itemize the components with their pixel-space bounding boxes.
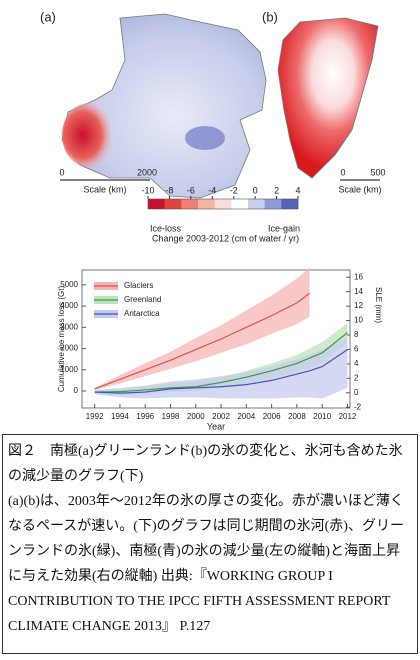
x-tick-label: 1996	[136, 412, 154, 421]
y-tick-label: 4000	[60, 301, 78, 310]
colorbar-tick-label: -6	[187, 185, 195, 195]
uncertainty-band	[94, 337, 348, 399]
caption-title: 図２ 南極(a)グリーンランド(b)の氷の変化と、氷河も含めた氷の減少量のグラフ…	[8, 444, 403, 484]
scale-label: Scale (km)	[338, 184, 381, 194]
colorbar-swatch	[198, 199, 215, 209]
x-tick-label: 2006	[263, 412, 281, 421]
y2-tick-label: 12	[354, 301, 363, 310]
series-line	[94, 292, 310, 390]
scale-tick: 2000	[137, 167, 157, 177]
colorbar-tick-label: -10	[141, 185, 154, 195]
panel-label: (b)	[262, 9, 278, 24]
y-tick-label: 1000	[60, 365, 78, 374]
x-tick-label: 2002	[212, 412, 230, 421]
x-tick-label: 1998	[162, 412, 180, 421]
legend-label: Antarctica	[124, 309, 160, 318]
series-line	[94, 349, 348, 394]
colorbar-title: Change 2003-2012 (cm of water / yr)	[152, 233, 299, 243]
x-tick-label: 2008	[288, 412, 306, 421]
y2-tick-label: 10	[354, 316, 363, 325]
x-axis-label: Year	[207, 421, 225, 431]
colorbar-tick-label: 4	[295, 185, 300, 195]
y2-tick-label: 16	[354, 272, 363, 281]
colorbar-tick-label: -4	[208, 185, 216, 195]
legend-label: Glaciers	[124, 281, 153, 290]
colorbar-swatch	[214, 199, 232, 209]
colorbar-tick-label: 2	[274, 185, 279, 195]
series-line	[94, 332, 348, 393]
colorbar-swatch	[264, 199, 282, 209]
colorbar-high-label: Ice-gain	[268, 223, 300, 233]
x-tick-label: 1994	[111, 412, 129, 421]
y2-tick-label: 14	[354, 287, 363, 296]
x-tick-label: 2012	[339, 412, 357, 421]
scale-tick: 500	[370, 167, 385, 177]
caption-body: (a)(b)は、2003年～2012年の氷の厚さの変化。赤が濃いほど薄くなるペー…	[8, 494, 404, 634]
colorbar-swatch	[248, 199, 265, 209]
y2-tick-label: 0	[354, 388, 359, 397]
colorbar-swatch	[231, 199, 249, 209]
caption: 図２ 南極(a)グリーンランド(b)の氷の変化と、氷河も含めた氷の減少量のグラフ…	[2, 434, 418, 654]
y-tick-label: 2000	[60, 344, 78, 353]
y-tick-label: 0	[74, 386, 79, 395]
map-gain-region	[185, 126, 225, 150]
panel-label: (a)	[40, 9, 56, 24]
colorbar-swatch	[164, 199, 182, 209]
y2-tick-label: 6	[354, 345, 359, 354]
map-loss-region	[62, 103, 114, 167]
x-tick-label: 2004	[237, 412, 255, 421]
y2-tick-label: 4	[354, 359, 359, 368]
y2-tick-label: 2	[354, 373, 359, 382]
greenland-map	[277, 17, 379, 179]
colorbar-frame	[147, 198, 299, 210]
y-axis-label: Cumulative ice mass loss (Gt)	[57, 286, 66, 393]
legend-label: Greenland	[124, 295, 161, 304]
x-tick-label: 2010	[313, 412, 331, 421]
y-tick-label: 5000	[60, 280, 78, 289]
colorbar-low-label: Ice-loss	[150, 223, 182, 233]
y2-tick-label: 8	[354, 330, 359, 339]
x-tick-label: 2000	[187, 412, 205, 421]
colorbar-swatch	[181, 199, 199, 209]
colorbar-tick-label: -2	[230, 185, 238, 195]
x-tick-label: 1992	[86, 412, 104, 421]
y2-axis-label: SLE (mm)	[374, 287, 383, 323]
uncertainty-band	[94, 267, 310, 390]
y-tick-label: 3000	[60, 322, 78, 331]
figure: (a) (b) 0 2000 Scale (km) 0 500 Scale (k…	[40, 9, 386, 431]
colorbar-tick-label: -8	[165, 185, 173, 195]
colorbar-tick-label: 0	[253, 185, 258, 195]
colorbar-swatch	[281, 199, 299, 209]
colorbar-swatch	[148, 199, 165, 209]
scale-tick: 0	[59, 167, 64, 177]
y2-tick-label: -2	[354, 402, 362, 411]
scale-label: Scale (km)	[83, 184, 126, 194]
scale-tick: 0	[340, 167, 345, 177]
